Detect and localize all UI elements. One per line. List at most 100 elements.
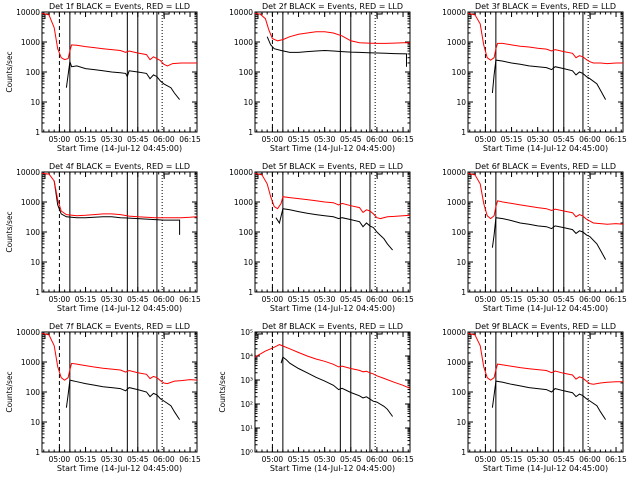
x-tick-label: 05:30 <box>527 135 549 144</box>
y-tick-label: 100 <box>452 68 467 77</box>
series-events-black <box>65 379 181 420</box>
series-lld-red <box>41 172 198 219</box>
y-tick-label: 10⁵ <box>240 328 253 337</box>
y-tick-label: 100 <box>26 68 41 77</box>
y-tick-label: 10 <box>30 98 40 107</box>
y-axis-label: Counts/sec <box>5 211 14 252</box>
x-tick-label: 05:00 <box>475 455 497 464</box>
x-tick-label: 05:00 <box>49 295 71 304</box>
x-tick-label: 05:45 <box>553 295 575 304</box>
y-tick-label: 10000 <box>16 328 40 337</box>
x-tick-label: 05:45 <box>127 455 149 464</box>
x-axis-label: Start Time (14-Jul-12 04:45:00) <box>483 144 608 153</box>
x-tick-label: 06:15 <box>179 135 201 144</box>
y-tick-label: 10⁰ <box>240 448 253 457</box>
y-tick-label: 1 <box>461 128 466 137</box>
y-tick-label: 10 <box>30 258 40 267</box>
detector-panel-7: Det 7f BLACK = Events, RED = LLD 1 10 100 10… <box>5 322 201 473</box>
y-tick-label: 10000 <box>229 168 253 177</box>
y-tick-label: 1 <box>35 128 40 137</box>
y-tick-label: 10² <box>240 400 253 409</box>
x-tick-label: 06:00 <box>153 135 175 144</box>
series-lld-red <box>41 332 198 385</box>
x-tick-label: 05:00 <box>262 295 284 304</box>
y-tick-label: 1000 <box>21 358 40 367</box>
x-tick-label: 05:30 <box>314 135 336 144</box>
x-tick-label: 05:00 <box>49 135 71 144</box>
x-tick-label: 05:00 <box>475 295 497 304</box>
x-tick-label: 05:30 <box>101 135 123 144</box>
x-tick-label: 06:00 <box>366 135 388 144</box>
y-tick-label: 10000 <box>16 8 40 17</box>
x-tick-label: 06:00 <box>153 455 175 464</box>
x-tick-label: 05:15 <box>75 295 97 304</box>
x-tick-label: 05:00 <box>262 455 284 464</box>
plot-frame <box>254 171 411 293</box>
x-tick-label: 06:00 <box>153 295 175 304</box>
x-axis-label: Start Time (14-Jul-12 04:45:00) <box>483 464 608 473</box>
plot-frame <box>467 171 624 293</box>
x-tick-label: 05:15 <box>501 455 523 464</box>
x-axis-label: Start Time (14-Jul-12 04:45:00) <box>57 144 182 153</box>
panel-title: Det 5f BLACK = Events, RED = LLD <box>262 162 403 171</box>
y-tick-label: 1000 <box>447 358 466 367</box>
x-axis-label: Start Time (14-Jul-12 04:45:00) <box>270 304 395 313</box>
series-events-black <box>491 217 607 260</box>
x-tick-label: 06:15 <box>392 295 414 304</box>
x-tick-label: 06:15 <box>605 295 627 304</box>
y-axis-label: Counts/sec <box>5 51 14 92</box>
y-tick-label: 1 <box>248 128 253 137</box>
corner-bracket <box>163 13 170 19</box>
panel-title: Det 4f BLACK = Events, RED = LLD <box>49 162 190 171</box>
plot-frame <box>467 11 624 133</box>
y-tick-label: 1 <box>35 448 40 457</box>
x-tick-label: 05:45 <box>340 135 362 144</box>
corner-bracket <box>589 333 596 339</box>
detector-panel-8: Det 8f BLACK = Events, RED = LLD 10⁰ 10¹ 10… <box>218 322 414 473</box>
panel-title: Det 7f BLACK = Events, RED = LLD <box>49 322 190 331</box>
detector-panel-1: Det 1f BLACK = Events, RED = LLD 1 10 100 10… <box>5 2 201 153</box>
detector-panel-5: Det 5f BLACK = Events, RED = LLD 1 10 100 10… <box>229 162 414 313</box>
y-tick-label: 10³ <box>240 376 253 385</box>
x-tick-label: 05:15 <box>288 455 310 464</box>
x-tick-label: 05:45 <box>127 135 149 144</box>
y-tick-label: 10 <box>30 418 40 427</box>
series-lld-red <box>254 172 411 220</box>
corner-bracket <box>257 333 263 339</box>
corner-bracket <box>589 13 596 19</box>
corner-bracket <box>376 13 383 19</box>
y-tick-label: 10 <box>456 98 466 107</box>
series-lld-red <box>467 172 624 225</box>
y-tick-label: 10000 <box>16 168 40 177</box>
plot-frame <box>41 331 198 453</box>
panel-title: Det 8f BLACK = Events, RED = LLD <box>262 322 403 331</box>
x-tick-label: 05:15 <box>501 135 523 144</box>
series-events-black <box>65 61 180 100</box>
y-tick-label: 10 <box>243 98 253 107</box>
x-tick-label: 06:15 <box>179 455 201 464</box>
y-tick-label: 10 <box>456 418 466 427</box>
y-tick-label: 1000 <box>234 38 253 47</box>
y-tick-label: 1000 <box>447 38 466 47</box>
detector-panel-9: Det 9f BLACK = Events, RED = LLD 1 10 100 10… <box>442 322 627 473</box>
series-events-black <box>280 356 394 417</box>
y-tick-label: 1 <box>461 288 466 297</box>
y-tick-label: 1000 <box>234 198 253 207</box>
panel-title: Det 1f BLACK = Events, RED = LLD <box>49 2 190 11</box>
plot-frame <box>254 11 411 133</box>
series-lld-red <box>41 12 197 67</box>
x-axis-label: Start Time (14-Jul-12 04:45:00) <box>57 304 182 313</box>
series-lld-red <box>467 332 623 385</box>
x-tick-label: 06:15 <box>605 135 627 144</box>
plot-frame <box>41 171 198 293</box>
corner-bracket <box>163 173 170 179</box>
x-tick-label: 05:45 <box>340 295 362 304</box>
x-tick-label: 05:45 <box>127 295 149 304</box>
panel-title: Det 9f BLACK = Events, RED = LLD <box>475 322 616 331</box>
series-lld-red <box>467 12 623 65</box>
corner-bracket <box>376 333 383 339</box>
x-tick-label: 05:30 <box>527 295 549 304</box>
y-tick-label: 10 <box>243 258 253 267</box>
x-tick-label: 05:00 <box>49 455 71 464</box>
